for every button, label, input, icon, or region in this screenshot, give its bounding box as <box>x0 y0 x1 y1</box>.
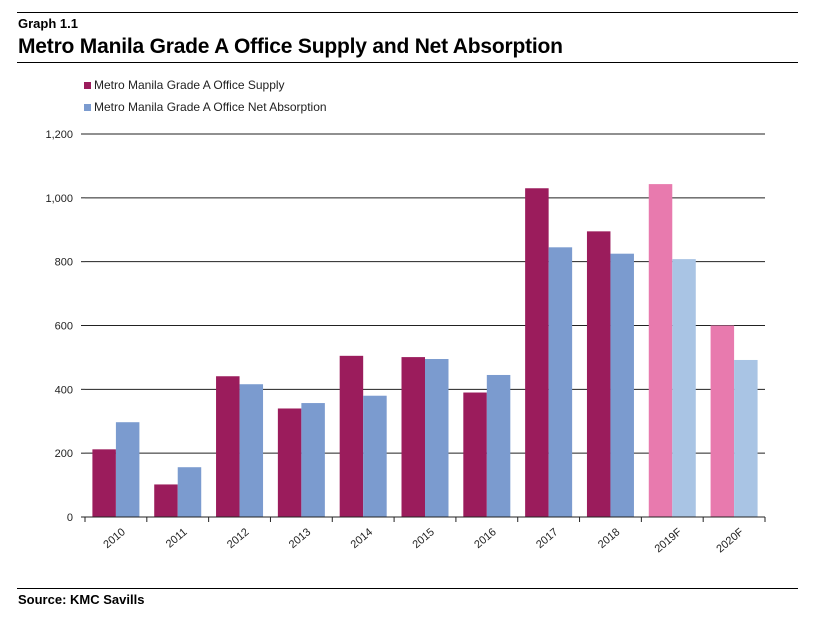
x-tick-label: 2016 <box>472 526 498 551</box>
bar-absorption <box>115 422 140 517</box>
x-tick-label: 2020F <box>714 526 746 555</box>
y-tick-label: 800 <box>55 257 73 269</box>
bar-supply <box>216 376 240 517</box>
x-axis-ticks: 2010 2011 2012 2013 2014 2015 2016 2017 2018 2019… <box>84 517 766 555</box>
bar-supply <box>586 231 611 518</box>
x-tick-label: 2019F <box>653 526 685 555</box>
bar-supply <box>648 184 673 517</box>
x-tick-label: 2012 <box>225 526 251 551</box>
bar-supply <box>463 392 487 517</box>
x-tick-label: 2013 <box>287 526 313 551</box>
x-tick-label: 2017 <box>534 526 560 551</box>
bar-supply <box>154 484 178 517</box>
bar-supply <box>525 188 549 517</box>
y-axis-ticks: 0 200 400 600 800 1,000 1,200 <box>45 129 85 524</box>
legend-label-absorption: Metro Manila Grade A Office Net Absorpti… <box>94 100 327 114</box>
bar-absorption <box>548 247 573 517</box>
bar-absorption <box>672 259 696 517</box>
legend-label-supply: Metro Manila Grade A Office Supply <box>94 78 285 92</box>
legend-swatch-absorption <box>84 104 91 111</box>
bar-absorption <box>734 359 758 517</box>
y-tick-label: 400 <box>55 384 73 396</box>
source-rule <box>17 588 798 589</box>
top-rule <box>17 12 798 13</box>
x-tick-label: 2014 <box>349 526 375 551</box>
bar-supply <box>401 357 425 517</box>
y-tick-label: 1,000 <box>45 193 73 205</box>
bar-chart: Metro Manila Grade A Office Supply Metro… <box>45 78 766 555</box>
bar-absorption <box>425 359 449 517</box>
bar-absorption <box>610 253 634 517</box>
bar-absorption <box>177 467 202 517</box>
y-tick-label: 0 <box>67 512 73 524</box>
bar-supply <box>710 325 735 517</box>
x-tick-label: 2010 <box>101 526 127 551</box>
title-rule <box>17 62 798 63</box>
bar-supply <box>277 408 302 517</box>
bar-absorption <box>486 374 511 517</box>
legend: Metro Manila Grade A Office Supply Metro… <box>84 78 327 114</box>
y-tick-label: 200 <box>55 448 73 460</box>
legend-swatch-supply <box>84 82 91 89</box>
bar-supply <box>92 449 116 517</box>
y-tick-label: 600 <box>55 321 73 333</box>
x-tick-label: 2018 <box>596 526 622 551</box>
x-tick-label: 2011 <box>164 526 190 550</box>
y-tick-label: 1,200 <box>45 129 73 141</box>
graph-label: Graph 1.1 <box>18 16 78 31</box>
bar-supply <box>339 355 364 517</box>
bar-absorption <box>239 384 264 517</box>
bars <box>92 184 758 518</box>
bar-absorption <box>301 403 325 517</box>
chart-title: Metro Manila Grade A Office Supply and N… <box>18 35 563 58</box>
source-note: Source: KMC Savills <box>18 592 145 607</box>
x-tick-label: 2015 <box>410 526 436 551</box>
bar-absorption <box>363 395 387 517</box>
